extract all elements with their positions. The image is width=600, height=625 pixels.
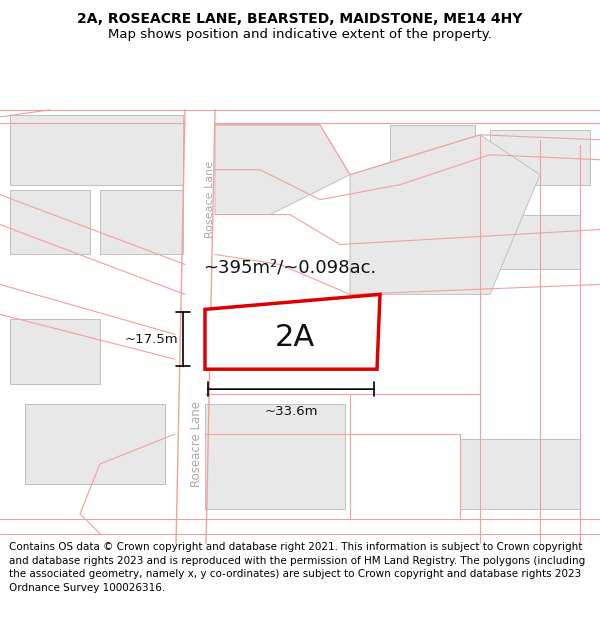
Polygon shape	[205, 294, 380, 369]
Text: Map shows position and indicative extent of the property.: Map shows position and indicative extent…	[108, 28, 492, 41]
Polygon shape	[25, 404, 165, 484]
Polygon shape	[205, 404, 345, 509]
Text: Roseace Lane: Roseace Lane	[205, 161, 215, 238]
Text: ~395m²/~0.098ac.: ~395m²/~0.098ac.	[203, 259, 377, 276]
Polygon shape	[100, 189, 183, 254]
Polygon shape	[490, 130, 590, 184]
Text: ~33.6m: ~33.6m	[264, 405, 318, 418]
Text: 2A: 2A	[275, 322, 315, 352]
Text: Roseacre Lane: Roseacre Lane	[191, 401, 203, 487]
Polygon shape	[390, 125, 475, 184]
Text: Contains OS data © Crown copyright and database right 2021. This information is : Contains OS data © Crown copyright and d…	[9, 542, 585, 593]
Polygon shape	[350, 135, 540, 294]
Polygon shape	[10, 189, 90, 254]
Text: 2A, ROSEACRE LANE, BEARSTED, MAIDSTONE, ME14 4HY: 2A, ROSEACRE LANE, BEARSTED, MAIDSTONE, …	[77, 12, 523, 26]
Polygon shape	[460, 439, 580, 509]
Polygon shape	[215, 125, 350, 214]
Polygon shape	[10, 319, 100, 384]
Text: ~17.5m: ~17.5m	[124, 332, 178, 346]
Polygon shape	[10, 115, 183, 184]
Polygon shape	[490, 214, 580, 269]
